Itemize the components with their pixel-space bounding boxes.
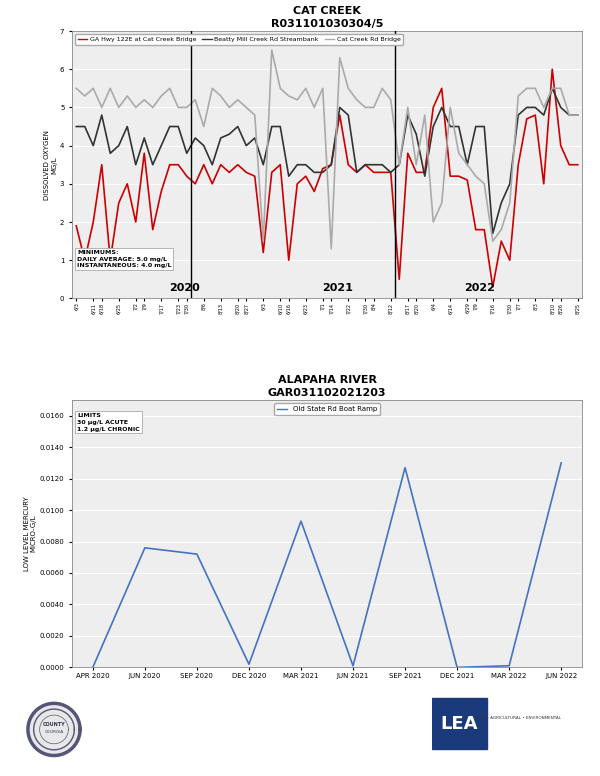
Text: LIMITS
30 µg/L ACUTE
1.2 µg/L CHRONIC: LIMITS 30 µg/L ACUTE 1.2 µg/L CHRONIC (77, 414, 140, 431)
Text: 2021: 2021 (322, 283, 353, 293)
Text: 2022: 2022 (464, 283, 496, 293)
Y-axis label: DISSOLVED OXYGEN
MG/L: DISSOLVED OXYGEN MG/L (44, 130, 57, 199)
Legend: Old State Rd Boat Ramp: Old State Rd Boat Ramp (274, 404, 380, 415)
Title: ALAPAHA RIVER
GAR031102021203: ALAPAHA RIVER GAR031102021203 (268, 375, 386, 398)
Text: LEA: LEA (440, 715, 478, 733)
Text: COUNTY: COUNTY (43, 722, 65, 726)
Y-axis label: LOW LEVEL MERCURY
MICRO-G/L: LOW LEVEL MERCURY MICRO-G/L (24, 497, 37, 571)
Text: MINIMUMS:
DAILY AVERAGE: 5.0 mg/L
INSTANTANEOUS: 4.0 mg/L: MINIMUMS: DAILY AVERAGE: 5.0 mg/L INSTAN… (77, 251, 172, 268)
Polygon shape (28, 703, 80, 756)
Text: CIVIL • AGRICULTURAL • ENVIRONMENTAL: CIVIL • AGRICULTURAL • ENVIRONMENTAL (475, 715, 562, 720)
Text: 2020: 2020 (169, 283, 200, 293)
Text: GEORGIA: GEORGIA (44, 730, 64, 734)
Bar (432, 698, 487, 749)
Legend: GA Hwy 122E at Cat Creek Bridge, Beatty Mill Creek Rd Streambank, Cat Creek Rd B: GA Hwy 122E at Cat Creek Bridge, Beatty … (75, 34, 403, 44)
Title: CAT CREEK
R031101030304/5: CAT CREEK R031101030304/5 (271, 5, 383, 29)
